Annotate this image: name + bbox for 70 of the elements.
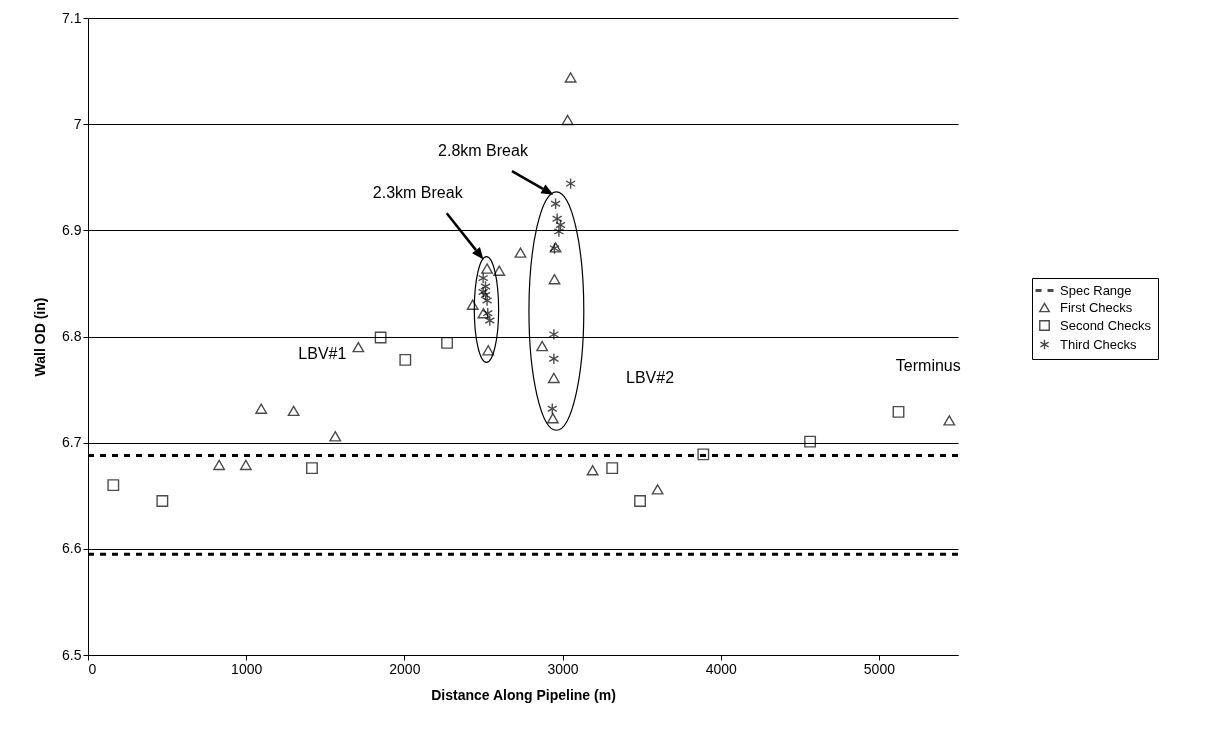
legend-label: Second Checks	[1060, 317, 1152, 333]
point	[536, 340, 549, 352]
point	[481, 294, 493, 307]
point	[697, 448, 710, 461]
point	[156, 495, 169, 507]
point	[561, 114, 574, 126]
point	[553, 225, 565, 238]
annotation: Terminus	[895, 357, 961, 375]
legend-label: Spec Range	[1060, 282, 1132, 298]
point	[547, 372, 560, 384]
point	[480, 280, 491, 293]
point	[493, 265, 506, 276]
point	[548, 352, 560, 365]
point	[287, 405, 300, 417]
point	[399, 353, 412, 366]
y-tick-label: 6.5	[62, 646, 82, 663]
y-axis-title: Wall OD (in)	[32, 297, 49, 377]
point	[514, 247, 527, 258]
y-tick-label: 6.7	[62, 434, 82, 451]
y-tick-label: 6.9	[62, 221, 82, 238]
point	[482, 345, 495, 356]
point	[255, 403, 268, 414]
point	[547, 402, 558, 415]
legend-label: Third Checks	[1060, 336, 1138, 352]
point	[466, 299, 479, 310]
y-tick-label: 7	[73, 115, 82, 132]
point	[482, 307, 493, 320]
point	[548, 328, 560, 341]
point	[484, 314, 496, 327]
point	[481, 263, 494, 274]
point	[565, 177, 576, 190]
x-tick-label: 1000	[231, 660, 263, 677]
point	[651, 484, 664, 495]
x-tick-label: 3000	[547, 660, 579, 677]
point	[943, 415, 956, 426]
point	[480, 289, 491, 302]
x-axis-title: Distance Along Pipeline (m)	[431, 686, 616, 703]
x-tick-label: 5000	[863, 660, 896, 677]
legend-label: First Checks	[1060, 299, 1133, 315]
annotation: 2.8km Break	[438, 142, 529, 160]
point	[564, 72, 577, 83]
point	[892, 405, 905, 418]
x-tick-label: 0	[88, 660, 97, 677]
point	[213, 459, 226, 471]
point	[374, 331, 387, 344]
point	[239, 459, 252, 471]
point	[606, 462, 619, 475]
point	[477, 285, 489, 298]
point	[329, 431, 342, 442]
x-tick-label: 2000	[389, 660, 421, 677]
y-tick-label: 6.8	[62, 328, 82, 344]
point	[306, 462, 318, 475]
annotation: LBV#2	[626, 368, 675, 386]
point	[107, 479, 120, 492]
point	[804, 435, 817, 448]
x-tick-label: 4000	[705, 660, 738, 677]
point	[555, 219, 566, 231]
annotation: LBV#1	[298, 345, 347, 363]
y-tick-label: 7.1	[62, 9, 82, 26]
point	[548, 273, 561, 285]
annotation: 2.3km Break	[372, 184, 464, 202]
point	[477, 272, 489, 285]
point	[634, 495, 646, 507]
point	[586, 465, 599, 476]
point	[352, 341, 365, 353]
y-tick-label: 6.6	[62, 540, 82, 557]
point	[550, 197, 561, 210]
point	[546, 413, 559, 424]
point	[477, 307, 490, 319]
point	[551, 212, 563, 225]
